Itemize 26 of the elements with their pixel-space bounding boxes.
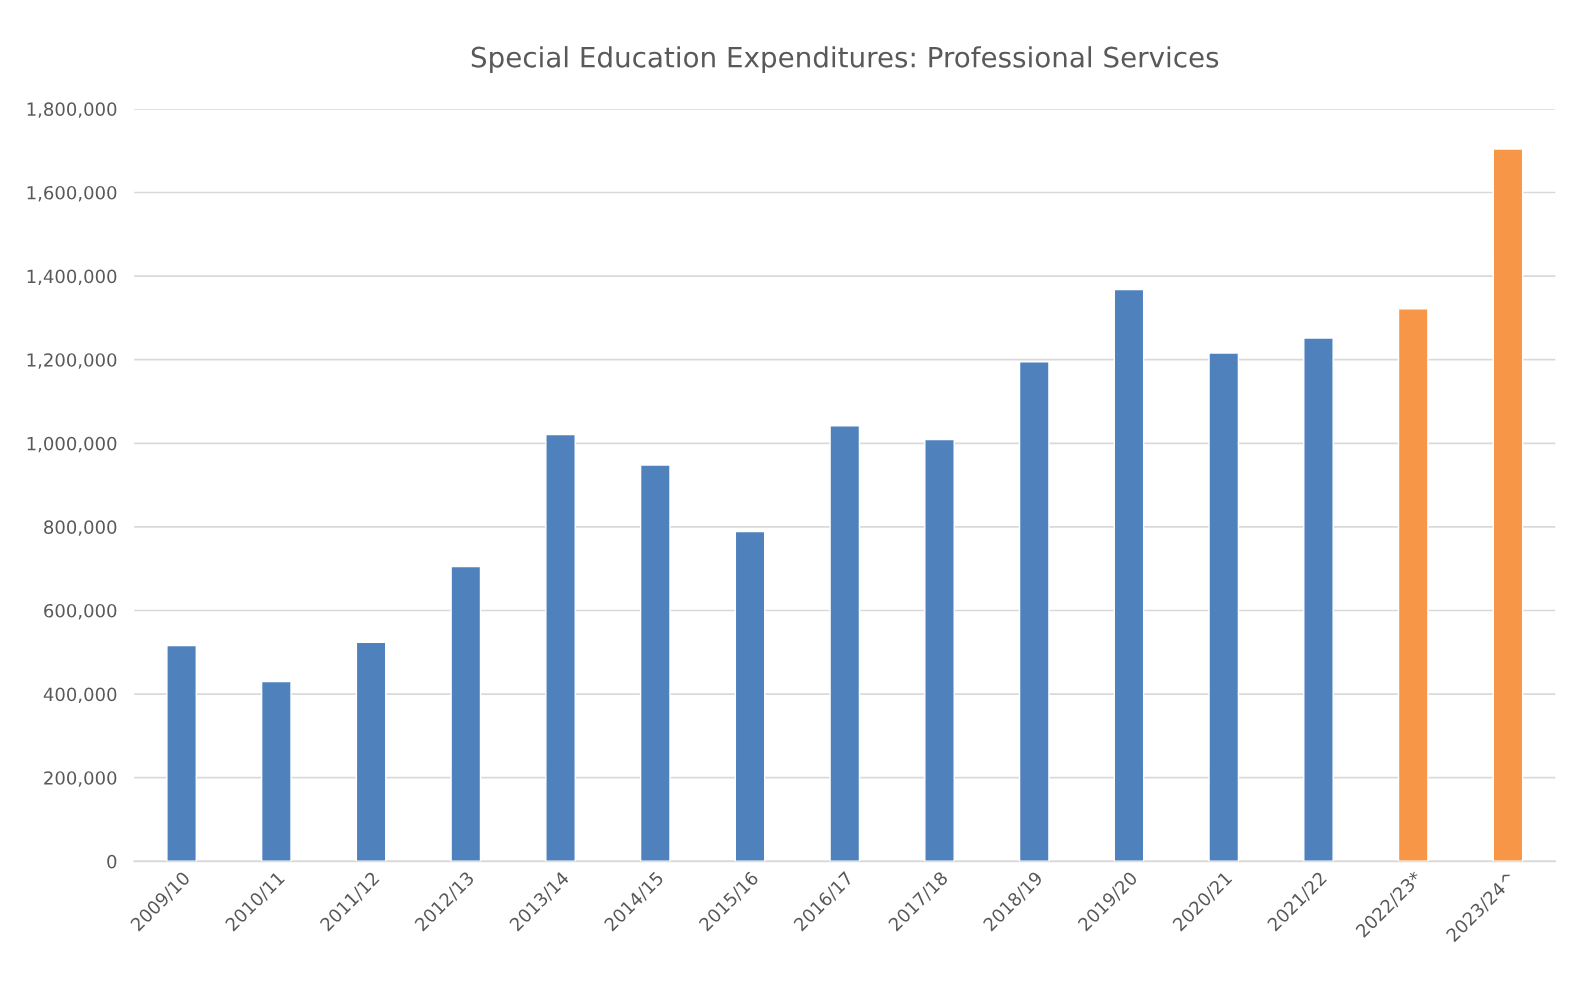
y-tick-label: 1,600,000 xyxy=(27,185,117,202)
y-tick-label: 1,800,000 xyxy=(27,102,117,118)
y-tick-label: 400,000 xyxy=(43,687,117,704)
y-tick-label: 1,400,000 xyxy=(27,269,117,286)
y-tick-label: 800,000 xyxy=(44,520,117,536)
bar xyxy=(734,530,766,862)
y-tick-label: 1,200,000 xyxy=(27,353,117,369)
bar xyxy=(1303,337,1334,862)
y-tick-label: 600,000 xyxy=(44,603,117,620)
bar xyxy=(355,641,387,862)
bar xyxy=(924,438,955,862)
bar xyxy=(639,464,671,862)
bar xyxy=(1492,148,1524,862)
bar xyxy=(450,565,482,862)
bar xyxy=(260,680,292,862)
bar xyxy=(1018,361,1050,862)
y-tick-label: 0 xyxy=(107,854,117,869)
y-tick-label: 1,000,000 xyxy=(27,436,117,453)
bar xyxy=(545,433,576,862)
chart-title: Special Education Expenditures: Professional Services xyxy=(471,46,1219,74)
y-tick-label: 200,000 xyxy=(44,771,117,787)
bar xyxy=(166,644,197,862)
bar xyxy=(1397,308,1429,862)
bar xyxy=(1208,352,1240,862)
bar xyxy=(829,425,861,862)
bar xyxy=(1113,288,1145,862)
